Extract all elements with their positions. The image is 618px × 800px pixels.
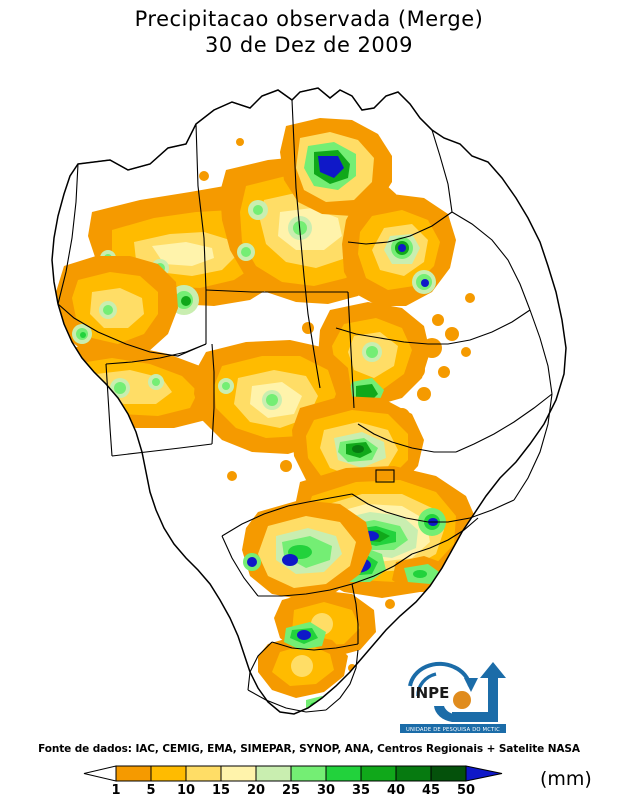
colorbar-bin (255, 765, 292, 782)
colorbar-unit-label: (mm) (540, 768, 592, 790)
orange-dot-icon (453, 691, 471, 709)
map-svg (0, 52, 618, 742)
colorbar-bin (395, 765, 432, 782)
colorbar-tick-label: 5 (146, 783, 155, 796)
state-borders (51, 87, 567, 715)
colorbar-bin (185, 765, 222, 782)
precip-scattered-cells (192, 138, 475, 672)
colorbar-bins (115, 765, 467, 782)
colorbar-tick-label: 50 (457, 783, 475, 796)
precip-region-sul-centro (242, 500, 372, 600)
colorbar-bin (430, 765, 467, 782)
colorbar-tick-label: 10 (177, 783, 195, 796)
title-line-1: Precipitacao observada (Merge) (134, 7, 484, 31)
colorbar-svg: 1 5 10 15 20 25 30 35 40 45 50 (83, 765, 503, 798)
colorbar-tick-label: 1 (111, 783, 120, 796)
colorbar-bin (360, 765, 397, 782)
colorbar-end-arrows (83, 765, 503, 782)
brazil-outline (51, 87, 567, 715)
logo-tagline: UNIDADE DE PESQUISA DO MCTIC (406, 727, 500, 733)
precipitation-field (54, 118, 478, 714)
colorbar-tick-label: 30 (317, 783, 335, 796)
swirl-arrow-icon (408, 661, 506, 722)
colorbar-tick-label: 25 (282, 783, 300, 796)
page-title: Precipitacao observada (Merge) 30 de Dez… (0, 6, 618, 58)
colorbar-under-arrow (83, 765, 117, 782)
data-source-note: Fonte de dados: IAC, CEMIG, EMA, SIMEPAR… (38, 743, 580, 755)
precip-region-maranhao (342, 194, 456, 306)
colorbar-tick-label: 45 (422, 783, 440, 796)
colorbar-bin (220, 765, 257, 782)
brazil-precipitation-map (0, 52, 618, 742)
colorbar-bin (325, 765, 362, 782)
precip-region-amazonas (56, 256, 178, 362)
colorbar: 1 5 10 15 20 25 30 35 40 45 50 (0, 762, 618, 798)
colorbar-tick-label: 40 (387, 783, 405, 796)
colorbar-tick-label: 20 (247, 783, 265, 796)
inpe-wordmark: INPE (410, 684, 449, 702)
colorbar-bin (290, 765, 327, 782)
colorbar-bin (150, 765, 187, 782)
logo-banner (400, 724, 506, 733)
colorbar-tick-labels: 1 5 10 15 20 25 30 35 40 45 50 (111, 783, 475, 798)
distrito-federal-box (375, 469, 395, 483)
inpe-logo: INPE UNIDADE DE PESQUISA DO MCTIC (392, 652, 514, 734)
inpe-logo-svg: INPE UNIDADE DE PESQUISA DO MCTIC (400, 661, 506, 733)
colorbar-bin (115, 765, 152, 782)
colorbar-tick-label: 15 (212, 783, 230, 796)
colorbar-over-arrow (465, 765, 503, 782)
precip-core-amapa (280, 118, 392, 216)
colorbar-tick-label: 35 (352, 783, 370, 796)
